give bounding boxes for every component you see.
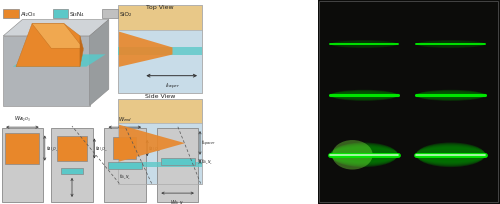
Bar (118, 100, 202, 123)
Ellipse shape (330, 147, 398, 163)
Ellipse shape (416, 41, 486, 49)
Text: $\it{l}_{taper}$: $\it{l}_{taper}$ (164, 81, 180, 92)
Text: Si₃N₄: Si₃N₄ (70, 12, 84, 17)
Bar (118, 123, 202, 184)
Polygon shape (32, 24, 83, 49)
Text: $t_{Si_3N_4}$: $t_{Si_3N_4}$ (119, 172, 131, 181)
Ellipse shape (416, 41, 486, 49)
Bar (57, 136, 87, 162)
Ellipse shape (330, 143, 398, 167)
Polygon shape (80, 37, 83, 67)
Text: $t_{Al_2O_3}$: $t_{Al_2O_3}$ (96, 144, 108, 153)
Bar (114, 137, 136, 159)
Ellipse shape (416, 145, 486, 165)
Ellipse shape (330, 41, 398, 49)
Bar (108, 162, 142, 170)
Text: $t_{Al_2O_3}$: $t_{Al_2O_3}$ (46, 144, 58, 153)
Bar (2, 129, 43, 202)
Ellipse shape (330, 92, 398, 100)
Polygon shape (3, 20, 109, 37)
Text: $t_{spacer}$: $t_{spacer}$ (201, 138, 216, 148)
Ellipse shape (416, 146, 486, 164)
Bar (6, 133, 40, 164)
Bar (3, 10, 18, 19)
Text: $t_{Si_3N_4}$: $t_{Si_3N_4}$ (201, 157, 213, 166)
Bar (118, 48, 202, 55)
Bar (118, 6, 202, 94)
Ellipse shape (330, 144, 398, 166)
Ellipse shape (330, 147, 398, 163)
Bar (61, 168, 83, 174)
Bar (118, 6, 202, 31)
Ellipse shape (330, 146, 398, 164)
Text: $W_{Si_3N_4}$: $W_{Si_3N_4}$ (170, 197, 185, 204)
Bar (160, 158, 194, 165)
Polygon shape (16, 24, 80, 67)
Bar (51, 129, 93, 202)
Ellipse shape (330, 41, 398, 49)
Bar (118, 31, 202, 94)
Polygon shape (13, 55, 106, 67)
Bar (118, 100, 202, 184)
Polygon shape (3, 37, 90, 106)
Bar (157, 129, 198, 202)
Ellipse shape (416, 91, 486, 101)
Text: $t_{Al_2O_3}$: $t_{Al_2O_3}$ (148, 144, 161, 153)
Ellipse shape (416, 144, 486, 166)
Bar (102, 10, 118, 19)
Ellipse shape (416, 92, 486, 100)
Ellipse shape (330, 90, 398, 101)
Text: $W_{Al_2O_3}$: $W_{Al_2O_3}$ (14, 114, 31, 123)
Polygon shape (119, 32, 172, 68)
Bar (118, 162, 202, 167)
Ellipse shape (416, 147, 486, 163)
Bar (53, 10, 68, 19)
Polygon shape (119, 125, 185, 162)
Ellipse shape (416, 143, 486, 167)
Polygon shape (90, 20, 109, 106)
Ellipse shape (330, 145, 398, 165)
Ellipse shape (330, 91, 398, 101)
Text: Side View: Side View (145, 94, 175, 99)
Text: Top View: Top View (146, 5, 174, 10)
Text: $t_{end}$: $t_{end}$ (67, 203, 77, 204)
Ellipse shape (416, 91, 486, 101)
Ellipse shape (330, 91, 398, 101)
Ellipse shape (416, 147, 486, 163)
Ellipse shape (332, 140, 372, 170)
Bar (104, 129, 146, 202)
Text: $W_{end}$: $W_{end}$ (118, 115, 132, 123)
Text: SiO₂: SiO₂ (120, 12, 132, 17)
Ellipse shape (416, 90, 486, 101)
Text: Al₂O₃: Al₂O₃ (20, 12, 36, 17)
